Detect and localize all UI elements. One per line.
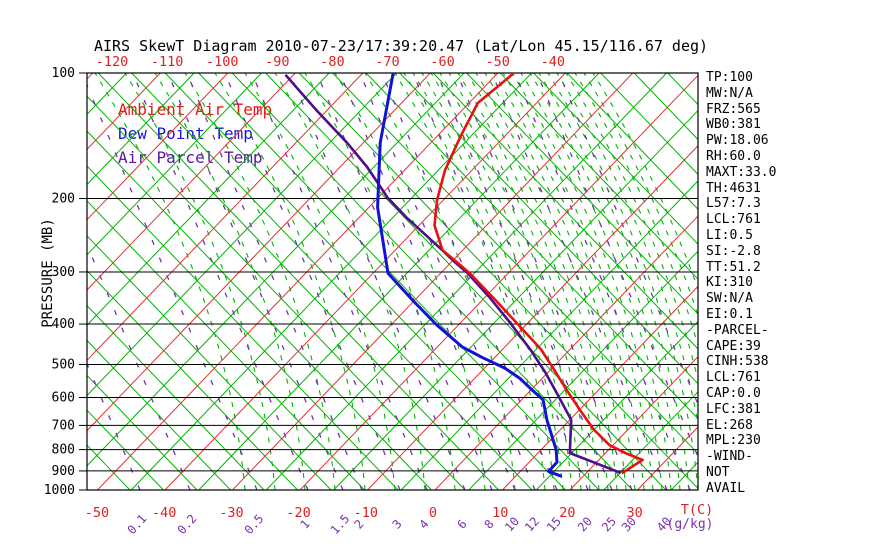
bottom-temp-tick-label: -40 bbox=[152, 505, 176, 521]
mixing-ratio-tick-label: 0.2 bbox=[175, 512, 200, 537]
ambient-air-temp-curve bbox=[433, 73, 645, 475]
bottom-temp-tick-label: 10 bbox=[492, 505, 508, 521]
top-temp-tick-label: -90 bbox=[265, 54, 289, 70]
pressure-tick-label: 800 bbox=[52, 443, 75, 458]
stat-line: LFC:381 bbox=[706, 401, 761, 417]
stat-line: WB0:381 bbox=[706, 117, 761, 133]
stat-line: TH:4631 bbox=[706, 180, 761, 196]
mixing-ratio-tick-label: 1.5 bbox=[328, 512, 353, 537]
bottom-temp-tick-label: -10 bbox=[354, 505, 378, 521]
dew-point-temp-curve bbox=[376, 73, 563, 478]
pressure-tick-label: 1000 bbox=[44, 483, 75, 498]
stat-line: TT:51.2 bbox=[706, 259, 761, 275]
stat-line: TP:100 bbox=[706, 70, 753, 85]
mixing-ratio-tick-label: 12 bbox=[522, 514, 542, 534]
stat-line: EL:268 bbox=[706, 417, 753, 433]
bottom-temp-tick-label: 0 bbox=[429, 505, 437, 521]
stat-line: FRZ:565 bbox=[706, 101, 761, 117]
top-temp-tick-label: -40 bbox=[541, 54, 565, 70]
sounding-curves bbox=[284, 73, 645, 478]
temp-axis-unit-label: T(C) bbox=[681, 502, 714, 518]
mixing-ratio-tick-label: 20 bbox=[575, 514, 595, 534]
top-temp-tick-label: -100 bbox=[206, 54, 239, 70]
pressure-tick-label: 200 bbox=[52, 192, 75, 207]
bottom-temp-tick-label: -20 bbox=[286, 505, 310, 521]
top-temp-tick-label: -120 bbox=[96, 54, 129, 70]
mixing-ratio-unit-label: (g/kg) bbox=[667, 517, 714, 532]
bottom-temp-tick-label: -50 bbox=[85, 505, 109, 521]
pressure-tick-label: 300 bbox=[52, 265, 75, 280]
air-parcel-temp-curve bbox=[284, 73, 622, 475]
stat-line: KI:310 bbox=[706, 275, 753, 291]
pressure-tick-label: 700 bbox=[52, 418, 75, 433]
mixing-ratio-tick-label: 3 bbox=[389, 517, 404, 532]
bottom-temp-tick-label: -30 bbox=[219, 505, 243, 521]
stat-line: MPL:230 bbox=[706, 433, 761, 449]
top-temp-tick-label: -110 bbox=[151, 54, 184, 70]
stat-line: LCL:761 bbox=[706, 370, 761, 386]
stats-panel: TP:100 MW:N/A FRZ:565 WB0:381 PW:18.06 RH:60.… bbox=[706, 70, 866, 497]
stat-line: PW:18.06 bbox=[706, 133, 769, 149]
legend-air-parcel-temp: Air Parcel Temp bbox=[118, 148, 263, 167]
stat-line: L57:7.3 bbox=[706, 196, 761, 212]
bottom-temp-tick-label: 20 bbox=[559, 505, 575, 521]
stat-line: LCL:761 bbox=[706, 212, 761, 228]
mixing-ratio-tick-label: 0.5 bbox=[242, 512, 267, 537]
pressure-tick-label: 500 bbox=[52, 357, 75, 372]
stat-line: MAXT:33.0 bbox=[706, 164, 777, 180]
stat-line: RH:60.0 bbox=[706, 148, 761, 164]
stat-line: NOT bbox=[706, 464, 730, 480]
top-temp-tick-label: -60 bbox=[430, 54, 454, 70]
stat-line: SI:-2.8 bbox=[706, 243, 761, 259]
stat-line: LI:0.5 bbox=[706, 227, 753, 243]
pressure-tick-label: 900 bbox=[52, 464, 75, 479]
pressure-gridlines: 100 200 300 400 500 600 700 800 900 1000 bbox=[44, 66, 698, 498]
stat-line: CAPE:39 bbox=[706, 338, 761, 354]
pressure-tick-label: 600 bbox=[52, 390, 75, 405]
top-temp-tick-label: -80 bbox=[320, 54, 344, 70]
stat-line: SW:N/A bbox=[706, 291, 753, 307]
top-temp-tick-label: -50 bbox=[486, 54, 510, 70]
bottom-temp-tick-label: 30 bbox=[626, 505, 642, 521]
pressure-tick-label: 100 bbox=[52, 66, 75, 81]
stat-line: MW:N/A bbox=[706, 85, 753, 101]
mixing-ratio-tick-label: 25 bbox=[599, 514, 619, 534]
stat-line: EI:0.1 bbox=[706, 306, 753, 322]
pressure-tick-label: 400 bbox=[52, 317, 75, 332]
stat-line: -PARCEL- bbox=[706, 322, 769, 338]
stat-line: CAP:0.0 bbox=[706, 385, 761, 401]
mixing-ratio-tick-label: 0.1 bbox=[125, 512, 150, 537]
stat-line: CINH:538 bbox=[706, 354, 769, 370]
stat-line: -WIND- bbox=[706, 449, 753, 465]
top-temp-tick-label: -70 bbox=[375, 54, 399, 70]
mixing-ratio-tick-label: 6 bbox=[454, 517, 469, 532]
stat-line: AVAIL bbox=[706, 480, 746, 496]
background-grid bbox=[87, 73, 698, 490]
chart-title: AIRS SkewT Diagram 2010-07-23/17:39:20.4… bbox=[93, 37, 709, 55]
